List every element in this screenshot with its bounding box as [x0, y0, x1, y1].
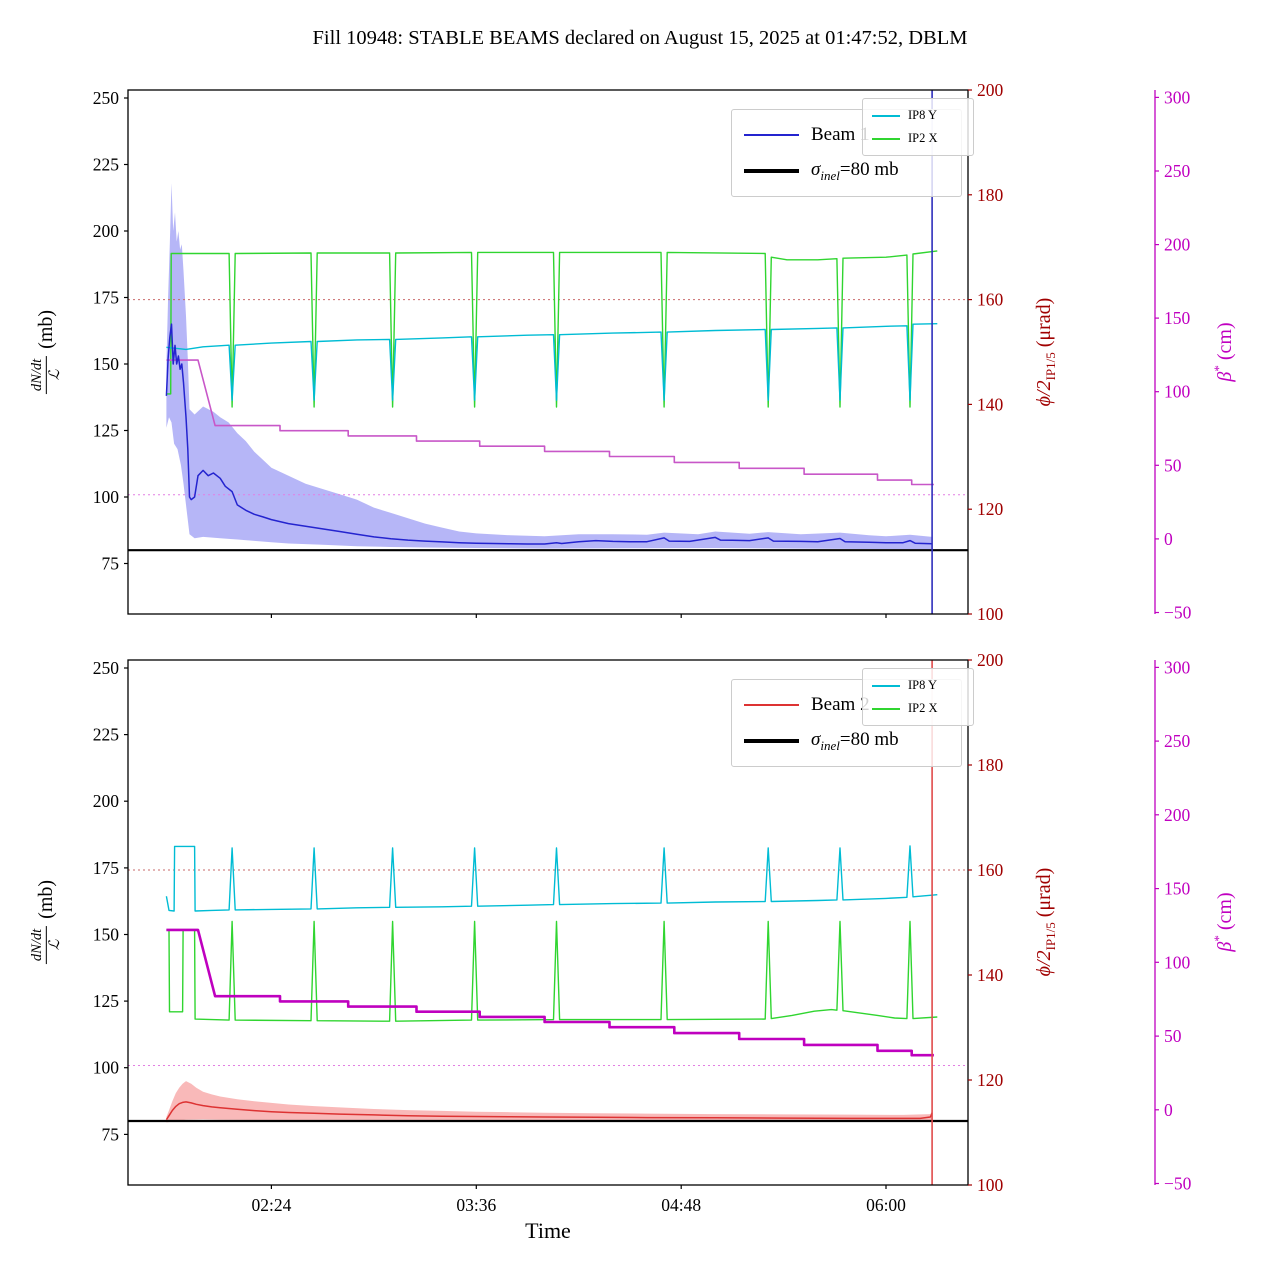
- murad-tick-label: 120: [977, 1070, 1004, 1090]
- legend-label: IP2 X: [908, 131, 938, 145]
- bstar-tick-label: 50: [1164, 455, 1182, 475]
- ip8y-line-sample: [872, 114, 900, 117]
- x-tick-label: 04:48: [661, 1195, 701, 1215]
- murad-tick-label: 180: [977, 755, 1004, 775]
- legend-label: IP8 Y: [908, 108, 938, 122]
- legend-label: IP8 Y: [908, 678, 938, 692]
- left-tick-label: 100: [93, 487, 120, 507]
- legend-entry-sigma: σinel=80 mb: [744, 153, 949, 189]
- bstar-tick-label: −50: [1164, 603, 1192, 623]
- left-tick-label: 225: [93, 155, 120, 175]
- bstar-axis-label-top: β* (cm): [1211, 322, 1236, 382]
- beta-star-line: [166, 928, 934, 1057]
- beam1-line: [165, 323, 933, 545]
- left-tick-label: 75: [102, 554, 120, 574]
- beam2-uncertainty-band: [166, 1081, 933, 1123]
- murad-tick-label: 100: [977, 1175, 1004, 1195]
- ip2x-line-sample: [872, 137, 900, 140]
- beta-star-line: [166, 359, 934, 486]
- murad-tick-label: 100: [977, 604, 1004, 624]
- legend-entry-beam2: Beam 2: [744, 687, 949, 723]
- murad-tick-label: 140: [977, 394, 1004, 414]
- murad-tick-label: 120: [977, 499, 1004, 519]
- legend-label: IP2 X: [908, 701, 938, 715]
- x-tick-label: 06:00: [866, 1195, 906, 1215]
- bstar-tick-label: 150: [1164, 879, 1191, 899]
- left-tick-label: 250: [93, 88, 120, 108]
- legend-entry-ip8y: IP8 Y: [872, 104, 964, 127]
- murad-tick-label: 200: [977, 80, 1004, 100]
- bstar-tick-label: 250: [1164, 161, 1191, 181]
- ip8-y-line: [165, 845, 938, 912]
- ip2x-line-sample: [872, 707, 900, 710]
- beam2-line: [165, 1101, 933, 1121]
- sigma-line-sample: [744, 169, 799, 173]
- bstar-tick-label: 300: [1164, 657, 1191, 677]
- bstar-tick-label: −50: [1164, 1174, 1192, 1194]
- axes-frame: [127, 89, 969, 615]
- bstar-tick-label: 50: [1164, 1026, 1182, 1046]
- left-tick-label: 75: [102, 1124, 120, 1144]
- bstar-tick-label: 100: [1164, 382, 1191, 402]
- legend-entry-beam1: Beam 1: [744, 117, 949, 153]
- legend-entry-sigma: σinel=80 mb: [744, 723, 949, 759]
- left-axis-label-fraction: dN/dt ℒ: [28, 355, 63, 395]
- left-tick-label: 200: [93, 221, 120, 241]
- legend-label: Beam 2: [811, 694, 870, 715]
- murad-tick-label: 160: [977, 290, 1004, 310]
- murad-axis-label-bottom: ϕ/2IP1/5 (μrad): [1033, 867, 1058, 977]
- left-tick-label: 100: [93, 1058, 120, 1078]
- axes-frame: [127, 659, 969, 1186]
- bstar-tick-label: 150: [1164, 308, 1191, 328]
- beam1-uncertainty-band: [166, 183, 933, 550]
- murad-tick-label: 140: [977, 965, 1004, 985]
- bstar-tick-label: 0: [1164, 529, 1173, 549]
- ip2-x-line: [166, 250, 938, 408]
- legend-label: σinel=80 mb: [811, 158, 899, 183]
- left-axis-label-bottom: dN/dt ℒ (mb): [28, 880, 63, 965]
- legend-label: σinel=80 mb: [811, 728, 899, 753]
- bstar-tick-label: 200: [1164, 805, 1191, 825]
- murad-tick-label: 200: [977, 650, 1004, 670]
- legend-ip-bottom: IP8 Y IP2 X: [862, 668, 974, 726]
- murad-tick-label: 160: [977, 860, 1004, 880]
- x-tick-label: 03:36: [456, 1195, 496, 1215]
- left-tick-label: 225: [93, 725, 120, 745]
- beam2-line-sample: [744, 703, 799, 707]
- ip8y-line-sample: [872, 684, 900, 687]
- legend-label: Beam 1: [811, 124, 870, 145]
- left-tick-label: 150: [93, 354, 120, 374]
- bstar-tick-label: 250: [1164, 731, 1191, 751]
- x-tick-label: 02:24: [251, 1195, 291, 1215]
- murad-tick-label: 180: [977, 185, 1004, 205]
- murad-axis-label-top: ϕ/2IP1/5 (μrad): [1033, 297, 1058, 407]
- left-tick-label: 150: [93, 925, 120, 945]
- x-axis-label: Time: [525, 1218, 571, 1243]
- ip8-y-line: [166, 323, 938, 401]
- left-tick-label: 125: [93, 991, 120, 1011]
- left-axis-label-fraction: dN/dt ℒ: [28, 925, 63, 965]
- left-axis-label-top: dN/dt ℒ (mb): [28, 310, 63, 395]
- bstar-tick-label: 200: [1164, 235, 1191, 255]
- bstar-axis-label-bottom: β* (cm): [1211, 892, 1236, 952]
- left-tick-label: 125: [93, 421, 120, 441]
- left-tick-label: 175: [93, 858, 120, 878]
- left-tick-label: 175: [93, 288, 120, 308]
- bstar-tick-label: 300: [1164, 87, 1191, 107]
- chart-title: Fill 10948: STABLE BEAMS declared on Aug…: [312, 27, 968, 49]
- beam1-line-sample: [744, 133, 799, 137]
- sigma-line-sample: [744, 739, 799, 743]
- legend-entry-ip2x: IP2 X: [872, 697, 964, 720]
- left-tick-label: 200: [93, 791, 120, 811]
- bstar-tick-label: 0: [1164, 1100, 1173, 1120]
- left-tick-label: 250: [93, 658, 120, 678]
- bstar-tick-label: 100: [1164, 952, 1191, 972]
- legend-entry-ip8y: IP8 Y: [872, 674, 964, 697]
- ip2-x-line: [166, 920, 938, 1022]
- legend-entry-ip2x: IP2 X: [872, 127, 964, 150]
- legend-ip-top: IP8 Y IP2 X: [862, 98, 974, 156]
